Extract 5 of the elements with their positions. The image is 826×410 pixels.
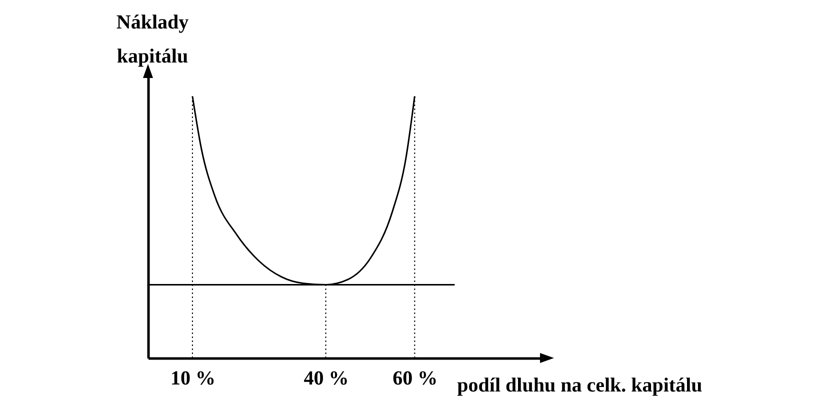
- x-axis-title: podíl dluhu na celk. kapitálu: [457, 374, 702, 396]
- x-tick-label: 10 %: [170, 368, 216, 390]
- y-axis-title: Náklady kapitálu: [116, 12, 189, 68]
- x-tick-label: 40 %: [304, 368, 349, 390]
- x-tick-label: 60 %: [392, 368, 438, 390]
